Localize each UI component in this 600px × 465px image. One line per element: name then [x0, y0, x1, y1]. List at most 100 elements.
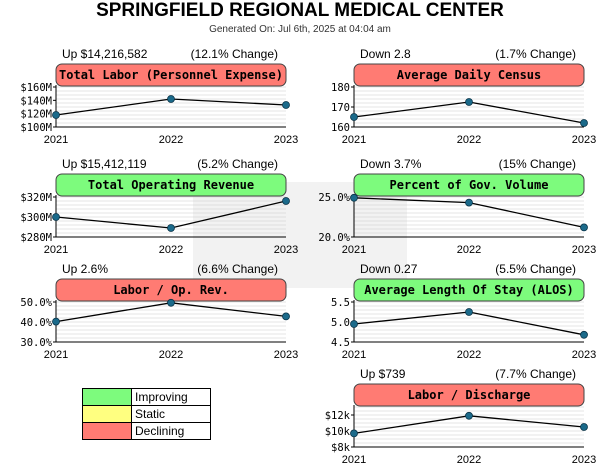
- status-title-bar: [55, 173, 287, 197]
- legend-swatch-improving: [82, 388, 132, 406]
- chart-panel-average-length-of-stay-alos: Down 0.27 (5.5% Change) Average Length Of …: [331, 262, 596, 361]
- y-tick-label: $140M: [20, 95, 52, 107]
- legend-label-declining: Declining: [131, 422, 211, 440]
- x-tick-label: 2022: [457, 454, 481, 465]
- y-tick-label: $12k: [325, 410, 351, 422]
- data-point: [580, 119, 588, 127]
- y-tick-label: 30.0%: [20, 337, 52, 349]
- chart-title: Total Operating Revenue: [88, 178, 254, 192]
- percent-change-text: (5.5% Change): [495, 262, 576, 276]
- y-tick-label: 5.5: [331, 297, 350, 309]
- x-tick-label: 2022: [457, 244, 481, 256]
- x-tick-label: 2023: [274, 134, 298, 146]
- data-point: [282, 101, 290, 109]
- y-tick-label: 170: [331, 102, 350, 114]
- chart-title: Total Labor (Personnel Expense): [59, 68, 283, 82]
- chart-title: Labor / Discharge: [408, 388, 531, 402]
- x-tick-label: 2021: [44, 349, 68, 361]
- chart-title: Labor / Op. Rev.: [113, 283, 229, 297]
- data-point: [350, 193, 358, 202]
- x-tick-label: 2021: [342, 454, 366, 465]
- status-title-bar: [55, 63, 287, 87]
- x-tick-label: 2022: [457, 349, 481, 361]
- data-point: [465, 198, 473, 207]
- x-tick-label: 2022: [159, 244, 183, 256]
- y-tick-label: 160: [331, 122, 350, 134]
- y-tick-label: 20.0%: [318, 232, 350, 244]
- data-point: [167, 224, 175, 232]
- x-tick-label: 2023: [572, 244, 596, 256]
- chart-panel-labor-discharge: Up $739 (7.7% Change) Labor / Discharge $8k…: [325, 367, 597, 465]
- y-tick-label: $10k: [325, 426, 351, 438]
- data-point: [282, 197, 290, 205]
- change-text: Up 2.6%: [62, 262, 108, 276]
- chart-title: Average Daily Census: [397, 68, 542, 82]
- status-title-bar: [353, 383, 585, 407]
- status-title-bar: [353, 173, 585, 197]
- data-point: [167, 95, 175, 103]
- watermark-logo: [193, 182, 407, 288]
- legend-label-improving: Improving: [131, 388, 211, 406]
- data-point: [465, 411, 473, 420]
- status-title-bar: [353, 63, 585, 87]
- percent-change-text: (7.7% Change): [495, 367, 576, 381]
- chart-title: Average Length Of Stay (ALOS): [364, 283, 574, 297]
- percent-change-text: (5.2% Change): [197, 157, 278, 171]
- legend-row-improving: Improving: [82, 388, 211, 406]
- change-text: Up $15,412,119: [62, 157, 147, 171]
- dashboard-title: SPRINGFIELD REGIONAL MEDICAL CENTER: [96, 0, 504, 21]
- chart-panel-total-operating-revenue: Up $15,412,119 (5.2% Change) Total Operati…: [20, 157, 298, 256]
- y-tick-label: 40.0%: [20, 317, 52, 329]
- data-point: [52, 317, 60, 326]
- legend-label-static: Static: [131, 405, 211, 423]
- y-tick-label: $100M: [20, 122, 52, 134]
- y-tick-label: $120M: [20, 109, 52, 121]
- data-point: [350, 320, 358, 328]
- change-text: Down 2.8: [360, 47, 411, 61]
- y-tick-label: $320M: [20, 192, 52, 204]
- x-tick-label: 2021: [44, 134, 68, 146]
- y-tick-label: $160M: [20, 82, 52, 94]
- percent-change-text: (6.6% Change): [197, 262, 278, 276]
- x-tick-label: 2023: [274, 349, 298, 361]
- x-tick-label: 2022: [159, 134, 183, 146]
- x-tick-label: 2022: [457, 134, 481, 146]
- y-tick-label: 5.0: [331, 317, 350, 329]
- data-point: [167, 298, 175, 307]
- data-point: [465, 98, 473, 106]
- change-text: Up $14,216,582: [62, 47, 148, 61]
- change-text: Down 3.7%: [360, 157, 422, 171]
- x-tick-label: 2021: [342, 349, 366, 361]
- chart-panel-percent-of-gov-volume: Down 3.7% (15% Change) Percent of Gov. Vol…: [318, 157, 596, 256]
- data-point: [580, 423, 588, 431]
- percent-change-text: (15% Change): [499, 157, 576, 171]
- data-point: [465, 308, 473, 316]
- data-point: [52, 213, 60, 221]
- y-tick-label: 50.0%: [20, 297, 52, 309]
- legend-row-declining: Declining: [82, 422, 211, 440]
- y-tick-label: $8k: [331, 442, 351, 454]
- data-point: [350, 429, 358, 438]
- data-point: [52, 111, 60, 119]
- legend-swatch-declining: [82, 422, 132, 440]
- y-tick-label: $300M: [20, 212, 52, 224]
- y-tick-label: $280M: [20, 232, 52, 244]
- legend-row-static: Static: [82, 405, 211, 423]
- status-legend: Improving Static Declining: [82, 388, 211, 440]
- chart-panel-labor-op-rev: Up 2.6% (6.6% Change) Labor / Op. Rev. 30.0…: [20, 262, 298, 361]
- change-text: Up $739: [360, 367, 406, 381]
- x-tick-label: 2021: [342, 244, 366, 256]
- x-tick-label: 2022: [159, 349, 183, 361]
- x-tick-label: 2021: [342, 134, 366, 146]
- data-point: [282, 312, 290, 321]
- change-text: Down 0.27: [360, 262, 418, 276]
- data-point: [580, 330, 588, 339]
- legend-swatch-static: [82, 405, 132, 423]
- x-tick-label: 2023: [572, 454, 596, 465]
- generated-timestamp: Generated On: Jul 6th, 2025 at 04:04 am: [209, 24, 391, 35]
- x-tick-label: 2023: [572, 349, 596, 361]
- data-point: [580, 223, 588, 232]
- x-tick-label: 2021: [44, 244, 68, 256]
- percent-change-text: (12.1% Change): [191, 47, 278, 61]
